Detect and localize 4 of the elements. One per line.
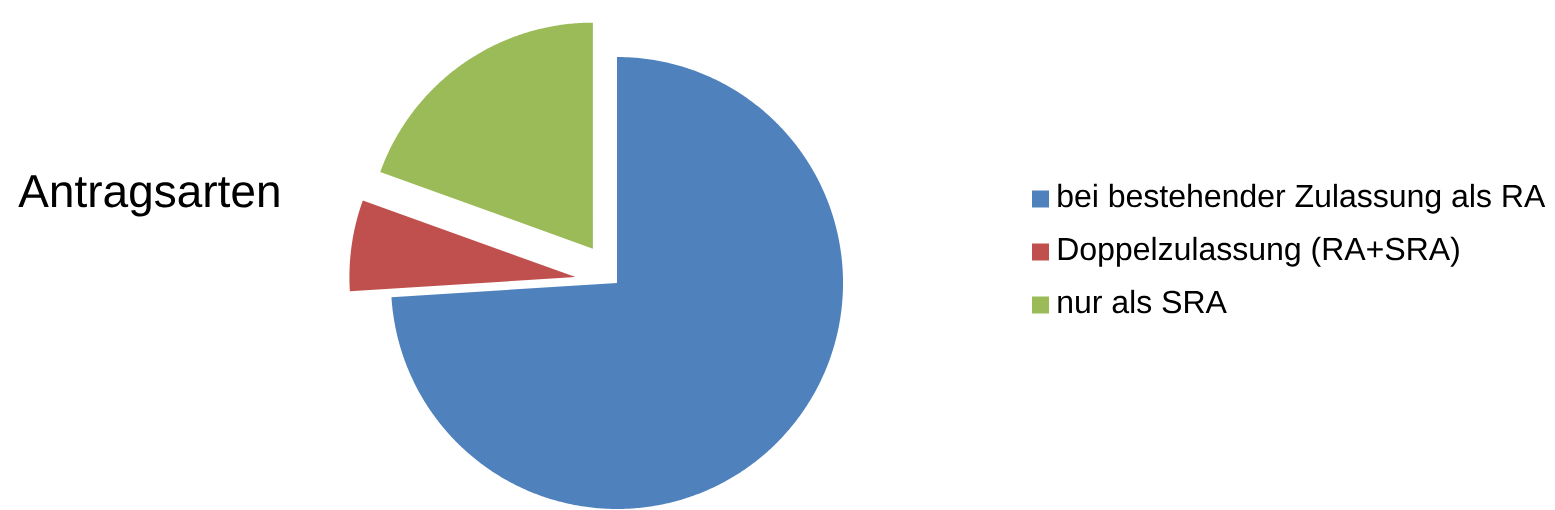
text: Antragsarten	[18, 175, 279, 217]
legend-label: bei bestehender Zulassung als RA	[1058, 183, 1546, 214]
legend-label: nur als SRA	[1058, 289, 1227, 314]
legend-label: Doppelzulassung (RA+SRA)	[1058, 236, 1459, 267]
